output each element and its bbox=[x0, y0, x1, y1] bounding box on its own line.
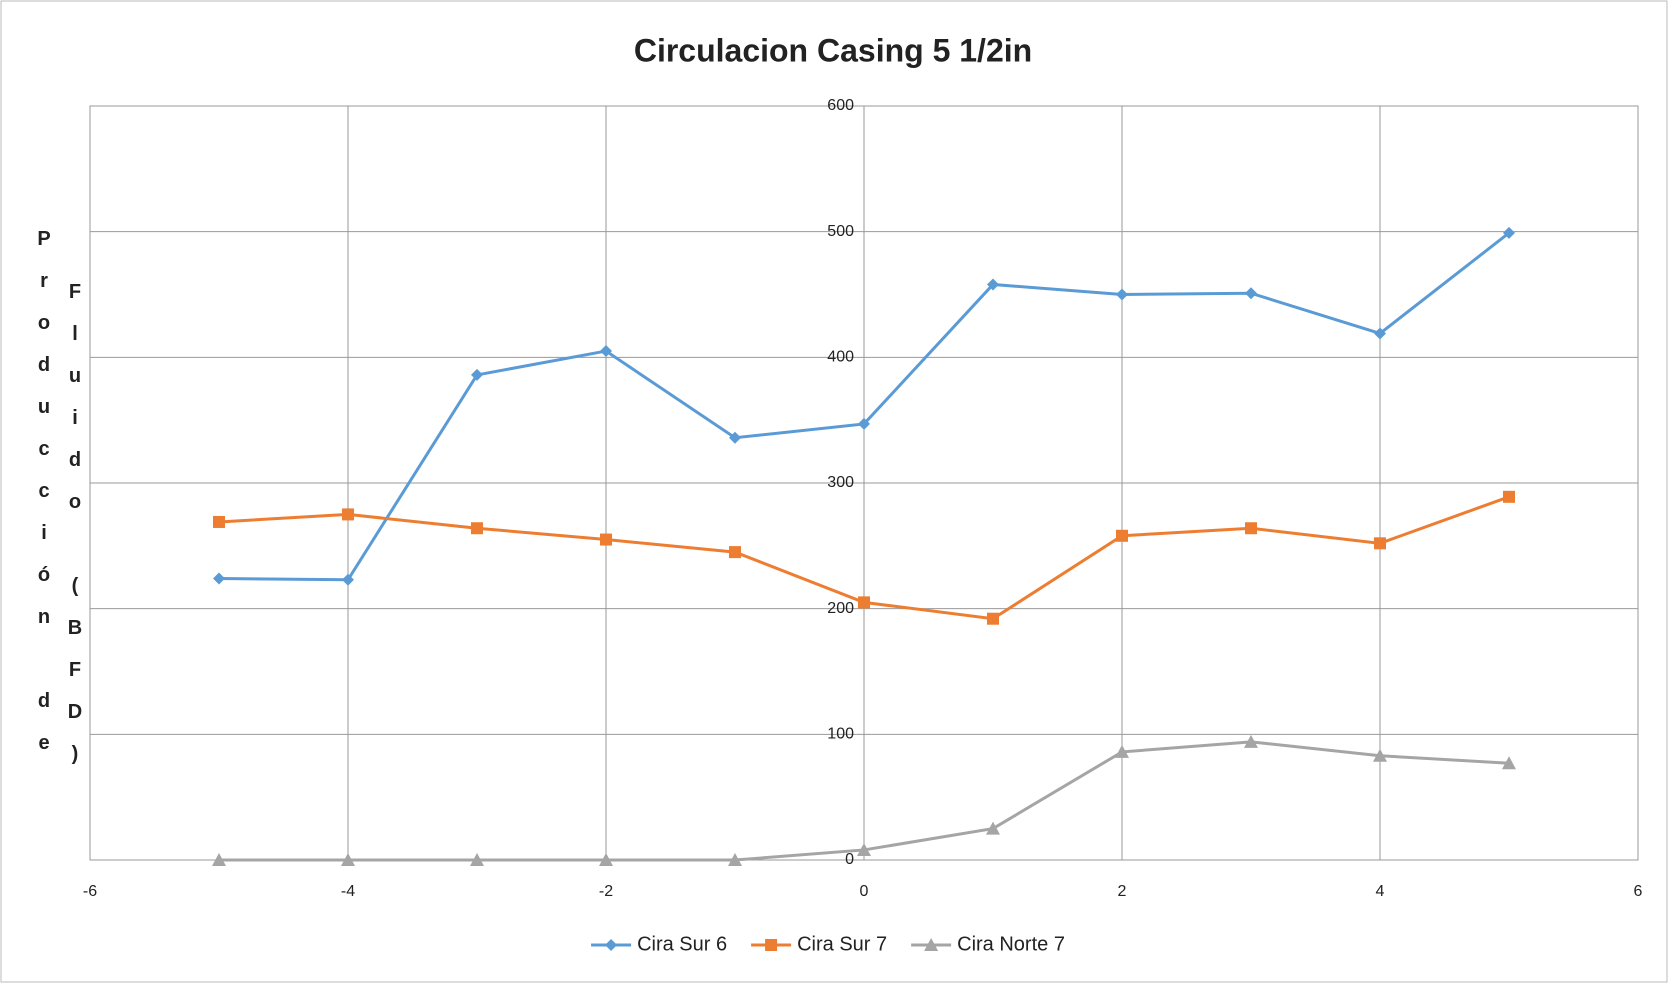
marker bbox=[1116, 529, 1128, 542]
marker bbox=[1503, 490, 1515, 503]
marker bbox=[729, 546, 741, 559]
marker bbox=[1115, 744, 1129, 758]
y-tick-label: 600 bbox=[827, 97, 854, 114]
marker bbox=[213, 572, 225, 585]
marker bbox=[342, 573, 354, 586]
marker bbox=[924, 938, 939, 951]
marker bbox=[1244, 734, 1258, 748]
marker bbox=[858, 596, 870, 609]
marker bbox=[1245, 522, 1257, 535]
marker bbox=[605, 939, 618, 951]
marker bbox=[1245, 287, 1257, 300]
marker bbox=[1374, 537, 1386, 550]
marker bbox=[1116, 288, 1128, 301]
x-tick-label: 0 bbox=[860, 883, 869, 900]
y-tick-label: 100 bbox=[827, 726, 854, 743]
marker bbox=[212, 853, 226, 866]
x-tick-label: 2 bbox=[1118, 883, 1127, 900]
marker bbox=[1502, 756, 1516, 770]
marker bbox=[471, 368, 483, 381]
marker bbox=[470, 853, 484, 866]
x-tick-label: 4 bbox=[1376, 883, 1385, 900]
y-tick-label: 0 bbox=[845, 851, 854, 868]
legend-label: Cira Sur 7 bbox=[797, 933, 887, 955]
marker bbox=[600, 533, 612, 546]
y-tick-label: 500 bbox=[827, 223, 854, 240]
marker bbox=[986, 821, 1000, 835]
chart-title: Circulacion Casing 5 1/2in bbox=[634, 32, 1032, 68]
marker bbox=[858, 417, 870, 430]
marker bbox=[599, 853, 613, 866]
marker bbox=[600, 345, 612, 358]
y-tick-label: 200 bbox=[827, 600, 854, 617]
y-axis-label: Producción de bbox=[33, 228, 55, 774]
marker bbox=[987, 612, 999, 625]
x-tick-label: -6 bbox=[83, 883, 97, 900]
legend-label: Cira Norte 7 bbox=[957, 933, 1065, 955]
marker bbox=[987, 278, 999, 291]
marker bbox=[1373, 748, 1387, 762]
marker bbox=[341, 853, 355, 866]
marker bbox=[1374, 327, 1386, 340]
y-axis-label: Fluido (BFD) bbox=[64, 281, 86, 785]
marker bbox=[765, 939, 778, 951]
marker bbox=[471, 522, 483, 535]
marker bbox=[729, 431, 741, 444]
x-tick-label: -4 bbox=[341, 883, 355, 900]
y-tick-label: 300 bbox=[827, 474, 854, 491]
x-tick-label: -2 bbox=[599, 883, 613, 900]
legend-label: Cira Sur 6 bbox=[637, 933, 727, 955]
y-tick-label: 400 bbox=[827, 349, 854, 366]
marker bbox=[213, 515, 225, 528]
marker bbox=[342, 508, 354, 521]
x-tick-label: 6 bbox=[1634, 883, 1643, 900]
marker bbox=[857, 842, 871, 856]
marker bbox=[1503, 226, 1515, 239]
marker bbox=[728, 853, 742, 866]
